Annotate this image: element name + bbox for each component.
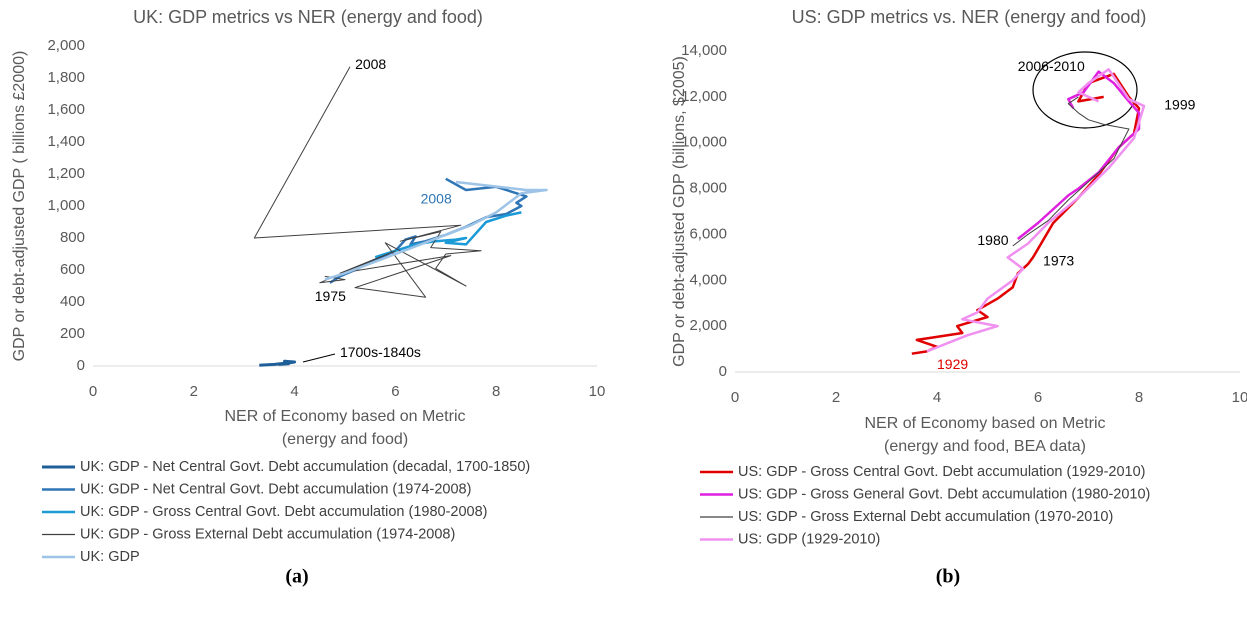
- series-line: [324, 180, 548, 281]
- series-line: [259, 359, 297, 367]
- x-tick-label: 8: [1135, 389, 1143, 406]
- series-line: [1012, 96, 1130, 247]
- x-tick-label: 10: [1232, 389, 1247, 406]
- x-tick-label: 2: [832, 389, 840, 406]
- y-tick-label: 0: [719, 363, 727, 380]
- y-axis-label: GDP or debt-adjusted GDP (billions, $200…: [671, 56, 688, 367]
- y-tick-label: 200: [60, 325, 85, 342]
- x-axis-label: NER of Economy based on Metric: [225, 408, 466, 425]
- y-tick-label: 0: [77, 357, 85, 374]
- annotation: 1929: [937, 356, 968, 372]
- annotation: 2008: [421, 190, 452, 206]
- highlight-ellipse: [1032, 51, 1138, 129]
- y-tick-label: 1,600: [47, 101, 85, 118]
- legend-label: UK: GDP - Gross External Debt accumulati…: [80, 526, 455, 542]
- series-line: [911, 72, 1141, 355]
- y-tick-label: 1,800: [47, 69, 85, 86]
- series-line: [926, 68, 1146, 353]
- y-tick-label: 800: [60, 229, 85, 246]
- y-tick-label: 1,200: [47, 165, 85, 182]
- y-tick-label: 14,000: [681, 42, 727, 59]
- figure-label: (a): [285, 566, 308, 588]
- x-axis-label: (energy and food, BEA data): [884, 438, 1086, 455]
- x-tick-label: 6: [1034, 389, 1042, 406]
- y-tick-label: 10,000: [681, 134, 727, 151]
- figure-label: (b): [936, 566, 960, 588]
- annotation: 2006-2010: [1018, 58, 1085, 74]
- legend-label: UK: GDP - Gross Central Govt. Debt accum…: [80, 504, 488, 520]
- y-tick-label: 8,000: [689, 180, 727, 197]
- y-tick-label: 400: [60, 293, 85, 310]
- x-tick-label: 4: [933, 389, 941, 406]
- legend-label: UK: GDP - Net Central Govt. Debt accumul…: [80, 459, 530, 475]
- y-tick-label: 1,000: [47, 197, 85, 214]
- legend-label: US: GDP - Gross External Debt accumulati…: [738, 509, 1113, 525]
- y-tick-label: 2,000: [47, 37, 85, 54]
- x-tick-label: 10: [589, 383, 606, 400]
- legend-label: UK: GDP: [80, 549, 140, 565]
- annotation: 1700s-1840s: [340, 344, 421, 360]
- x-axis-label: NER of Economy based on Metric: [865, 415, 1106, 432]
- annotation: 2008: [355, 56, 386, 72]
- y-axis-label: GDP or debt-adjusted GDP ( billions £200…: [11, 51, 28, 362]
- x-tick-label: 0: [731, 389, 739, 406]
- annotation: 1980: [977, 232, 1008, 248]
- y-tick-label: 4,000: [689, 271, 727, 288]
- x-tick-label: 2: [190, 383, 198, 400]
- leader-line: [302, 353, 336, 363]
- legend-label: US: GDP - Gross Central Govt. Debt accum…: [738, 464, 1146, 480]
- x-axis-label: (energy and food): [282, 431, 408, 448]
- y-tick-label: 6,000: [689, 225, 727, 242]
- y-tick-label: 2,000: [689, 317, 727, 334]
- annotation: 1975: [315, 288, 346, 304]
- x-tick-label: 8: [492, 383, 500, 400]
- chart-title: UK: GDP metrics vs NER (energy and food): [133, 7, 483, 27]
- legend-label: UK: GDP - Net Central Govt. Debt accumul…: [80, 481, 471, 497]
- annotation: 1999: [1164, 97, 1195, 113]
- legend-label: US: GDP (1929-2010): [738, 531, 880, 547]
- y-tick-label: 1,400: [47, 133, 85, 150]
- annotation: 1973: [1043, 253, 1074, 269]
- y-tick-label: 12,000: [681, 88, 727, 105]
- x-tick-label: 4: [290, 383, 298, 400]
- x-tick-label: 6: [391, 383, 399, 400]
- series-line: [1017, 70, 1141, 240]
- x-tick-label: 0: [89, 383, 97, 400]
- legend-label: US: GDP - Gross General Govt. Debt accum…: [738, 486, 1150, 502]
- series-line: [253, 66, 482, 298]
- chart-title: US: GDP metrics vs. NER (energy and food…: [792, 7, 1147, 27]
- series-line: [374, 211, 522, 259]
- y-tick-label: 600: [60, 261, 85, 278]
